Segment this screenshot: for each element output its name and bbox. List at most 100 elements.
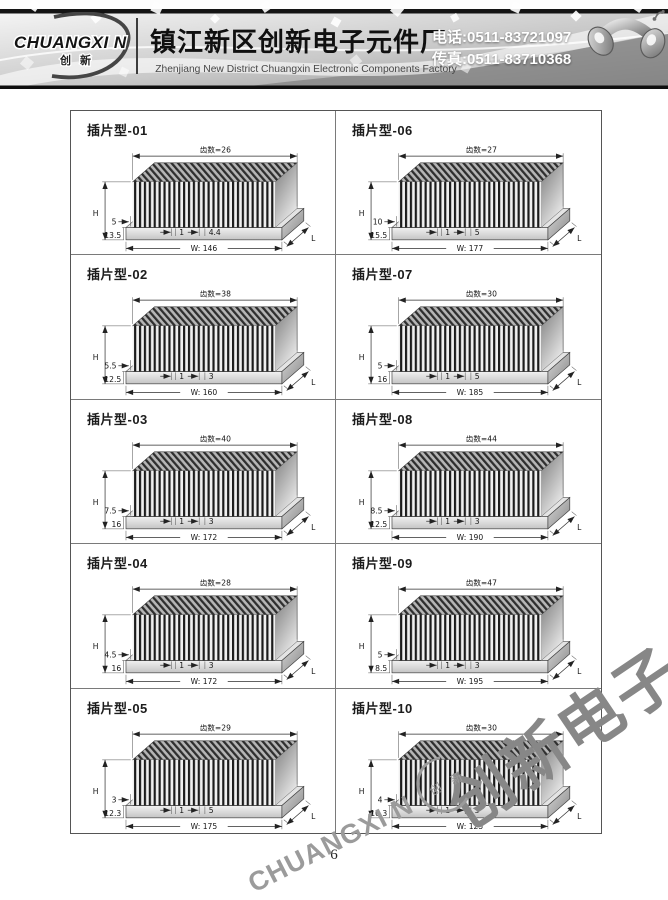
- base-height-label: 16: [112, 664, 122, 673]
- pitch1-label: 1: [445, 228, 450, 237]
- fin-offset-label: 8.5: [370, 506, 382, 515]
- fin-front-face: [132, 470, 276, 517]
- width-label: W: 172: [191, 533, 218, 542]
- teeth-count-label: 齿数=47: [465, 578, 496, 588]
- product-cell: 插片型-06 齿数=27 H 1: [336, 111, 601, 256]
- teeth-count-label: 齿数=40: [200, 433, 231, 443]
- base-front-face: [125, 660, 283, 674]
- width-label: W: 125: [456, 822, 483, 831]
- width-label: W: 185: [456, 389, 483, 398]
- product-title: 插片型-02: [87, 267, 148, 283]
- base-front-face: [125, 804, 283, 818]
- product-cell: 插片型-01 齿数=26 H 5: [71, 111, 336, 256]
- base-height-label: 8.5: [375, 664, 387, 673]
- width-label: W: 195: [456, 677, 483, 686]
- product-grid: 插片型-01 齿数=26 H 5: [70, 110, 602, 834]
- product-title: 插片型-01: [87, 123, 148, 138]
- heatsink-drawing: 齿数=30 H 4 10.3 1: [358, 722, 582, 831]
- width-label: W: 175: [191, 822, 218, 831]
- heatsink-drawing: 齿数=29 H 3 12.3 1: [93, 722, 316, 831]
- height-label: H: [93, 787, 99, 796]
- pitch2-label: 3: [474, 806, 479, 815]
- header-background: [0, 0, 668, 90]
- height-label: H: [93, 642, 99, 651]
- base-height-label: 16: [377, 375, 387, 384]
- length-label: L: [577, 811, 582, 820]
- pitch2-label: 3: [474, 517, 479, 526]
- fin-offset-label: 5.5: [104, 362, 116, 371]
- pitch1-label: 1: [179, 372, 184, 381]
- height-label: H: [93, 498, 99, 507]
- fin-front-face: [398, 615, 541, 661]
- teeth-count-label: 齿数=44: [465, 433, 496, 443]
- height-label: H: [358, 642, 364, 651]
- teeth-count-label: 齿数=30: [465, 289, 496, 299]
- teeth-count-label: 齿数=30: [465, 722, 496, 732]
- logo-brand-cn: 创 新: [59, 53, 94, 67]
- length-label: L: [311, 234, 316, 243]
- fin-top-face: [397, 306, 564, 327]
- telephone-icon: [587, 9, 666, 59]
- phone-number: 电话:0511-83721097: [432, 29, 572, 46]
- fin-front-face: [398, 181, 541, 228]
- pitch2-label: 5: [209, 806, 214, 815]
- header-divider: [136, 18, 138, 74]
- fin-top-face: [397, 162, 564, 183]
- teeth-count-label: 齿数=26: [200, 144, 231, 154]
- product-cell: 插片型-09 齿数=47 H 5: [336, 544, 601, 689]
- heatsink-drawing: 齿数=26 H 5 13.5 1: [93, 144, 316, 253]
- fin-offset-label: 4: [377, 795, 382, 804]
- product-cell: 插片型-04 齿数=28 H 4: [71, 544, 336, 689]
- pitch2-label: 5: [474, 228, 479, 237]
- fin-offset-label: 10: [372, 218, 382, 227]
- company-name-cn: 镇江新区创新电子元件厂: [150, 28, 448, 57]
- height-label: H: [358, 498, 364, 507]
- fin-top-face: [397, 595, 564, 616]
- length-label: L: [311, 667, 316, 676]
- pitch2-label: 3: [209, 661, 214, 670]
- product-cell: 插片型-10 齿数=30 H 4: [336, 689, 601, 833]
- width-label: W: 172: [191, 677, 218, 686]
- product-cell: 插片型-07 齿数=30 H 5: [336, 255, 601, 400]
- width-label: W: 146: [191, 244, 218, 253]
- base-height-label: 12.5: [104, 375, 121, 384]
- teeth-count-label: 齿数=29: [200, 722, 231, 732]
- product-cell: 插片型-02 齿数=38 H 5: [71, 255, 336, 400]
- teeth-count-label: 齿数=28: [200, 578, 231, 588]
- heatsink-drawing: 齿数=44 H 8.5 12.5 1: [358, 433, 581, 542]
- product-title: 插片型-10: [352, 700, 413, 716]
- pitch1-label: 1: [179, 228, 184, 237]
- pitch2-label: 3: [209, 517, 214, 526]
- base-height-label: 13.5: [104, 231, 121, 240]
- base-height-label: 15.5: [370, 231, 387, 240]
- base-front-face: [391, 515, 548, 529]
- fin-top-face: [131, 162, 298, 183]
- fin-offset-label: 3: [112, 795, 117, 804]
- product-title: 插片型-09: [352, 556, 413, 572]
- length-label: L: [577, 234, 582, 243]
- fin-front-face: [132, 615, 276, 661]
- length-label: L: [577, 378, 582, 387]
- fin-top-face: [397, 451, 564, 471]
- fin-front-face: [132, 326, 276, 372]
- product-cell: 插片型-08 齿数=44 H 8: [336, 400, 601, 545]
- height-label: H: [358, 353, 364, 362]
- fin-offset-label: 5: [377, 362, 382, 371]
- fin-offset-label: 4.5: [104, 651, 116, 660]
- width-label: W: 160: [191, 389, 218, 398]
- teeth-count-label: 齿数=27: [465, 144, 496, 154]
- base-height-label: 10.3: [370, 809, 387, 818]
- contact-block: 电话:0511-83721097 传真:0511-83710368: [432, 27, 571, 71]
- fin-offset-label: 5: [377, 651, 382, 660]
- logo-brand-text: CHUANGXI N: [14, 33, 127, 52]
- pitch1-label: 1: [179, 517, 184, 526]
- fax-number: 传真:0511-83710368: [432, 51, 572, 68]
- fin-top-face: [131, 451, 298, 471]
- pitch1-label: 1: [445, 372, 450, 381]
- heatsink-drawing: 齿数=40 H 7.5 16 1: [93, 433, 316, 542]
- pitch1-label: 1: [445, 661, 450, 670]
- base-height-label: 16: [112, 520, 122, 529]
- height-label: H: [93, 353, 99, 362]
- length-label: L: [311, 378, 316, 387]
- pitch1-label: 1: [445, 517, 450, 526]
